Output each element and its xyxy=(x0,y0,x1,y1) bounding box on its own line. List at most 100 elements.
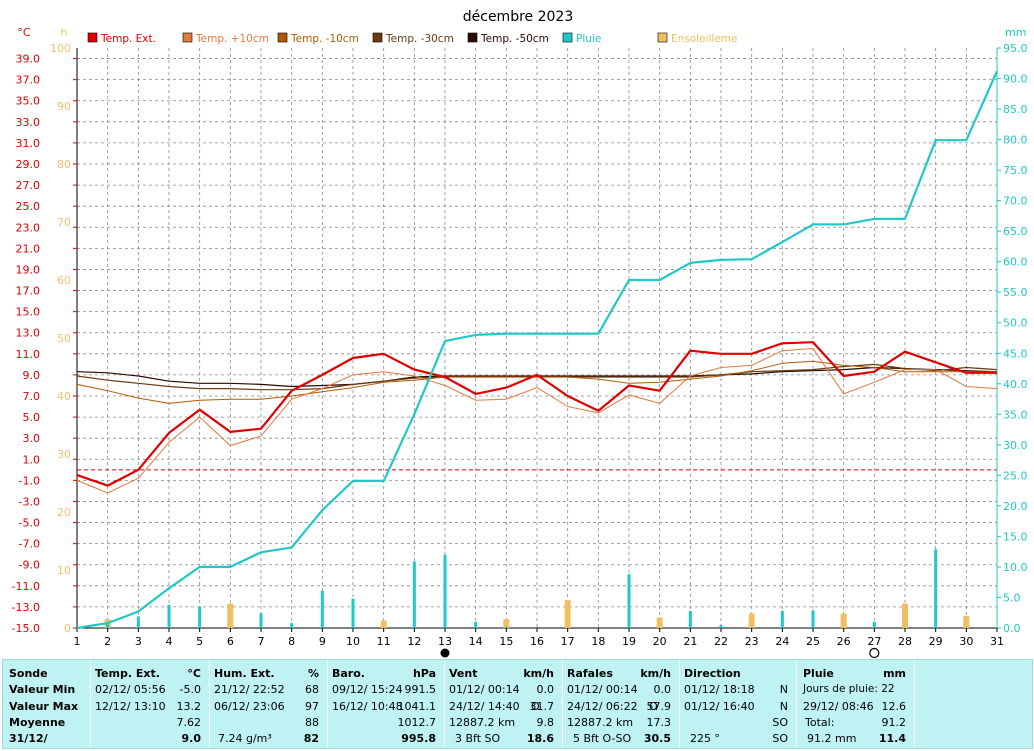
stats-col-baro: Baro. hPa 09/12/ 15:24 991.5 16/12/ 10:4… xyxy=(328,660,445,748)
sonde-row-day: 31/12/ xyxy=(9,732,48,745)
hum-day: 82 xyxy=(303,732,319,745)
series-line-temp-p10 xyxy=(76,348,998,494)
tick-label-temp: 21.0 xyxy=(16,242,41,255)
rain-bar xyxy=(688,610,692,628)
tick-label-x: 30 xyxy=(959,635,973,648)
vent-avg-dist: 12887.2 km xyxy=(449,716,516,729)
tick-label-temp: 1.0 xyxy=(23,453,41,466)
series-line-pluie xyxy=(76,70,999,630)
temp-max-val: 13.2 xyxy=(176,700,202,713)
tick-label-temp: 13.0 xyxy=(16,327,41,340)
tick-label-x: 20 xyxy=(653,635,667,648)
rain-bar xyxy=(290,623,294,628)
direction-title: Direction xyxy=(684,667,741,680)
tick-label-x: 17 xyxy=(561,635,575,648)
axis-right-rain: 95.0 90.0 85.0 80.0 75.0 70.0 65.0 60.0 55.0 50.0… xyxy=(997,26,1028,635)
sonde-row-avg: Moyenne xyxy=(9,716,66,729)
sun-bar xyxy=(963,615,970,628)
markers xyxy=(440,647,880,659)
tick-label-rain: 30.0 xyxy=(1003,439,1028,452)
direction-max-date: 01/12/ 16:40 xyxy=(684,700,755,713)
legend-swatch-temp-m10 xyxy=(277,32,288,43)
grid xyxy=(76,48,998,629)
pluie-total: 91.2 xyxy=(881,716,907,729)
tick-label-temp: -1.0 xyxy=(19,474,40,487)
rain-bar xyxy=(259,613,263,628)
tick-label-rain: 60.0 xyxy=(1003,256,1028,269)
hum-max-date: 06/12/ 23:06 xyxy=(214,700,285,713)
rafales-day: 30.5 xyxy=(643,732,671,745)
vent-max-dir: O xyxy=(531,700,540,713)
tick-label-x: 28 xyxy=(898,635,912,648)
stats-panel: Sonde Valeur Min Valeur Max Moyenne 31/1… xyxy=(2,659,1033,749)
tick-label-x: 31 xyxy=(990,635,1004,648)
tick-label-x: 9 xyxy=(319,635,326,648)
tick-label-x: 23 xyxy=(745,635,759,648)
tick-label-sun: 0 xyxy=(64,622,71,635)
tick-label-x: 25 xyxy=(806,635,820,648)
tick-label-rain: 40.0 xyxy=(1003,378,1028,391)
sun-bar xyxy=(840,613,847,628)
rain-bar xyxy=(811,610,815,628)
sun-bar xyxy=(503,619,510,628)
legend-label-temp-p10: Temp. +10cm xyxy=(195,33,269,45)
rain-bar xyxy=(750,627,754,628)
legend-label-temp-m10: Temp. -10cm xyxy=(290,33,359,45)
tick-label-temp: -5.0 xyxy=(19,517,40,530)
tick-label-sun: 30 xyxy=(57,448,71,461)
rafales-unit: km/h xyxy=(640,667,671,680)
tick-label-x: 1 xyxy=(74,635,81,648)
tick-label-x: 5 xyxy=(196,635,203,648)
baro-title: Baro. xyxy=(332,667,365,680)
tick-label-sun: 90 xyxy=(57,100,71,113)
temp-unit: °C xyxy=(187,667,201,680)
temp-day: 9.0 xyxy=(181,732,202,745)
sonde-row-min: Valeur Min xyxy=(9,683,76,696)
direction-min-date: 01/12/ 18:18 xyxy=(684,683,755,696)
tick-label-x: 11 xyxy=(377,635,391,648)
pluie-max-date: 29/12/ 08:46 xyxy=(803,700,874,713)
tick-label-temp: -11.0 xyxy=(12,580,40,593)
rafales-avg-dist: 12887.2 km xyxy=(567,716,634,729)
axis-left-temp: 39.0 37.0 35.0 33.0 31.0 29.0 27.0 25.0 23.0 21.0… xyxy=(12,26,77,635)
tick-label-x: 12 xyxy=(407,635,421,648)
vent-avg: 9.8 xyxy=(536,716,555,729)
legend-label-pluie: Pluie xyxy=(576,33,601,45)
tick-label-sun: 80 xyxy=(57,158,71,171)
tick-label-x: 24 xyxy=(775,635,789,648)
tick-label-rain: 75.0 xyxy=(1003,164,1028,177)
tick-label-rain: 35.0 xyxy=(1003,408,1028,421)
tick-label-sun: 60 xyxy=(57,274,71,287)
rain-bar xyxy=(167,604,171,628)
rain-bar xyxy=(627,574,631,628)
legend-label-temp-m50: Temp. -50cm xyxy=(480,33,549,45)
rain-bar xyxy=(443,554,447,628)
baro-max-date: 16/12/ 10:48 xyxy=(332,700,403,713)
vent-min-val: 0.0 xyxy=(536,683,555,696)
temp-min-date: 02/12/ 05:56 xyxy=(95,683,166,696)
stats-col-hum: Hum. Ext. % 21/12/ 22:52 68 06/12/ 23:06… xyxy=(210,660,328,748)
tick-label-x: 27 xyxy=(867,635,881,648)
tick-label-x: 2 xyxy=(104,635,111,648)
tick-label-rain: 10.0 xyxy=(1003,561,1028,574)
tick-label-temp: -15.0 xyxy=(12,622,40,635)
rafales-max-dir: O xyxy=(649,700,658,713)
tick-label-x: 19 xyxy=(622,635,636,648)
temp-avg: 7.62 xyxy=(176,716,202,729)
legend: Temp. Ext. Temp. +10cm Temp. -10cm Temp. -3… xyxy=(87,32,737,45)
tick-label-x: 29 xyxy=(929,635,943,648)
legend-swatch-ensoleillement xyxy=(657,32,668,43)
stats-col-pluie: Pluie mm Jours de pluie: 22 29/12/ 08:46… xyxy=(797,660,915,748)
pluie-day: 11.4 xyxy=(878,732,906,745)
tick-label-temp: 15.0 xyxy=(16,306,41,319)
rain-bar xyxy=(351,598,355,628)
tick-label-sun: 70 xyxy=(57,216,71,229)
stats-col-sonde: Sonde Valeur Min Valeur Max Moyenne 31/1… xyxy=(3,660,91,748)
rain-bar xyxy=(504,626,508,628)
tick-label-x: 16 xyxy=(530,635,544,648)
rafales-day-bft: 5 Bft O-SO xyxy=(573,732,632,745)
tick-label-temp: 9.0 xyxy=(23,369,41,382)
stats-col-vent: Vent km/h 01/12/ 00:14 0.0 24/12/ 14:40 … xyxy=(445,660,563,748)
tick-label-temp: 37.0 xyxy=(16,74,41,87)
tick-label-rain: 90.0 xyxy=(1003,73,1028,86)
